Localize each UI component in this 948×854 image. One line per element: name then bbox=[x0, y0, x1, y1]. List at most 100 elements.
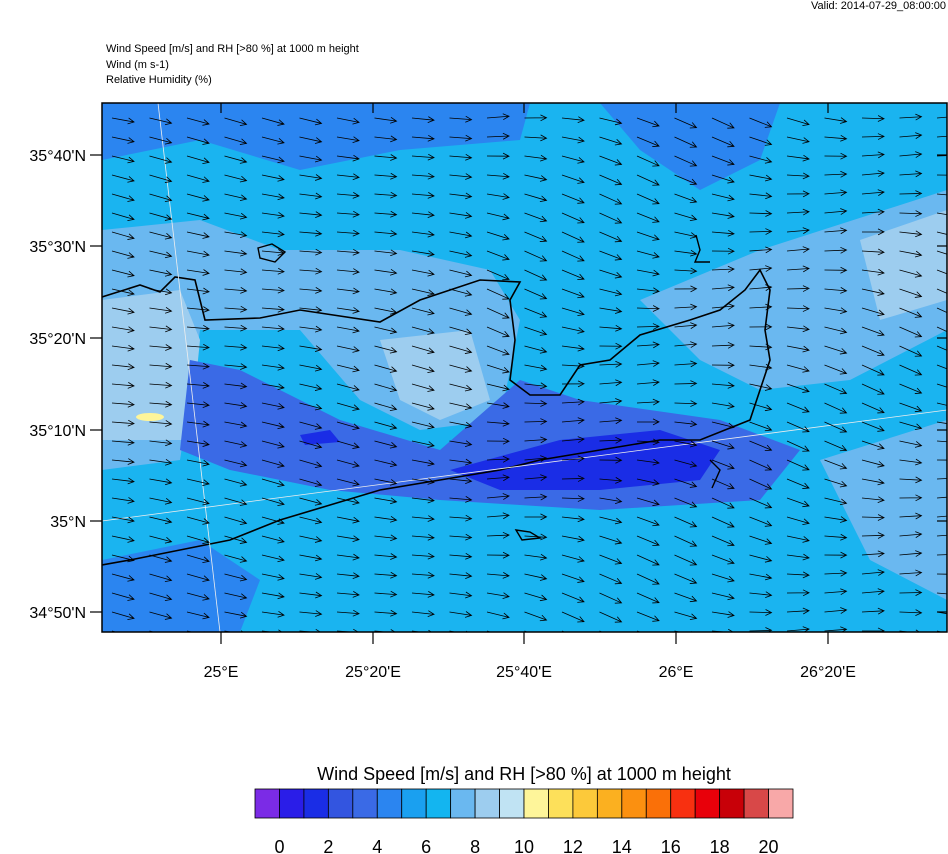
wind-arrow bbox=[149, 231, 173, 240]
colorbar-swatch bbox=[645, 788, 672, 819]
wind-arrow bbox=[149, 344, 173, 351]
title-line: Relative Humidity (%) bbox=[106, 74, 212, 86]
wind-arrow bbox=[636, 478, 660, 486]
wind-arrow bbox=[336, 553, 360, 561]
wind-arrow bbox=[411, 211, 435, 219]
wind-arrow bbox=[299, 325, 323, 333]
wind-arrow bbox=[186, 478, 210, 486]
wind-arrow bbox=[336, 307, 360, 314]
wind-arrow bbox=[711, 341, 735, 349]
wind-arrow bbox=[449, 231, 473, 239]
wind-arrow bbox=[111, 611, 135, 620]
wind-arrow bbox=[674, 611, 698, 620]
wind-arrow bbox=[224, 459, 248, 468]
wind-arrow bbox=[186, 497, 210, 506]
wind-arrow bbox=[261, 554, 285, 563]
wind-arrow bbox=[824, 246, 848, 254]
wind-arrow bbox=[486, 152, 510, 160]
valid-time: Valid: 2014-07-29_08:00:00 bbox=[811, 0, 946, 12]
wind-arrow bbox=[824, 134, 848, 142]
wind-arrow bbox=[749, 421, 773, 432]
wind-arrow bbox=[449, 153, 473, 161]
wind-arrow bbox=[936, 421, 947, 424]
wind-arrow bbox=[524, 154, 548, 162]
wind-arrow bbox=[524, 455, 548, 462]
wind-arrow bbox=[711, 459, 735, 470]
wind-arrow bbox=[224, 592, 248, 600]
wind-arrow bbox=[411, 421, 435, 430]
wind-arrow bbox=[786, 208, 810, 216]
wind-arrow bbox=[711, 592, 735, 601]
wind-arrow bbox=[224, 174, 248, 183]
wind-arrow bbox=[224, 440, 248, 448]
wind-arrow bbox=[186, 362, 210, 370]
wind-arrow bbox=[524, 231, 548, 242]
wind-arrow bbox=[861, 228, 885, 236]
wind-arrow bbox=[636, 174, 660, 186]
wind-arrow bbox=[261, 325, 285, 332]
wind-arrow bbox=[561, 231, 585, 243]
wind-arrow bbox=[936, 155, 947, 157]
wind-arrow bbox=[149, 269, 173, 277]
wind-arrow bbox=[449, 173, 473, 180]
wind-arrow bbox=[749, 155, 773, 164]
wind-arrow bbox=[936, 554, 947, 556]
wind-arrow bbox=[486, 437, 510, 445]
wind-arrow bbox=[336, 478, 360, 487]
wind-arrow bbox=[224, 117, 248, 126]
wind-arrow bbox=[261, 193, 285, 201]
wind-arrow bbox=[861, 627, 885, 632]
wind-arrow bbox=[749, 516, 773, 527]
wind-arrow bbox=[561, 212, 585, 224]
wind-arrow bbox=[224, 212, 248, 220]
wind-arrow bbox=[486, 419, 510, 427]
wind-arrow bbox=[449, 591, 473, 599]
wind-arrow bbox=[936, 135, 947, 138]
wind-arrow bbox=[374, 117, 398, 124]
wind-arrow bbox=[524, 174, 548, 182]
wind-arrow bbox=[749, 535, 773, 545]
wind-arrow bbox=[524, 436, 548, 444]
colorbar-label: 20 bbox=[759, 837, 779, 854]
wind-arrow bbox=[336, 459, 360, 468]
field-zone bbox=[136, 413, 164, 421]
wind-arrow bbox=[486, 288, 510, 300]
lat-label: 35°20'N bbox=[29, 331, 86, 348]
wind-arrow bbox=[824, 588, 848, 596]
wind-arrow bbox=[149, 400, 173, 408]
wind-arrow bbox=[299, 573, 323, 580]
axis-ticks: 35°40'N 35°30'N 35°20'N 35°10'N 35°N 34°50'N 2… bbox=[29, 103, 947, 681]
wind-arrow bbox=[486, 551, 510, 559]
wind-arrow bbox=[149, 458, 173, 466]
wind-arrow bbox=[561, 573, 585, 583]
colorbar-swatch bbox=[450, 788, 476, 819]
wind-arrow bbox=[336, 402, 360, 411]
wind-arrow bbox=[786, 553, 810, 561]
wind-arrow bbox=[936, 459, 947, 461]
wind-arrow bbox=[336, 117, 360, 125]
colorbar-label: 16 bbox=[661, 837, 681, 854]
wind-arrow bbox=[711, 155, 735, 166]
wind-arrow bbox=[524, 418, 548, 425]
wind-arrow bbox=[149, 136, 173, 145]
wind-arrow bbox=[599, 592, 623, 604]
colorbar-swatch bbox=[523, 788, 549, 819]
wind-arrow bbox=[336, 421, 360, 430]
colorbar-swatch bbox=[572, 788, 598, 819]
wind-arrow bbox=[261, 174, 285, 182]
wind-arrow bbox=[261, 305, 285, 313]
wind-arrow bbox=[824, 364, 848, 375]
wind-arrow bbox=[374, 364, 398, 373]
wind-arrow bbox=[899, 364, 923, 376]
wind-arrow bbox=[936, 515, 947, 518]
colorbar-swatch bbox=[719, 788, 745, 819]
wind-arrow bbox=[449, 496, 473, 503]
wind-arrow bbox=[299, 383, 323, 391]
wind-arrow bbox=[899, 250, 923, 258]
wind-arrow bbox=[224, 402, 248, 409]
wind-arrow bbox=[524, 114, 548, 122]
wind-arrow bbox=[111, 212, 135, 221]
wind-arrow bbox=[149, 250, 173, 259]
wind-arrow bbox=[936, 345, 947, 351]
wind-arrow bbox=[261, 440, 285, 449]
